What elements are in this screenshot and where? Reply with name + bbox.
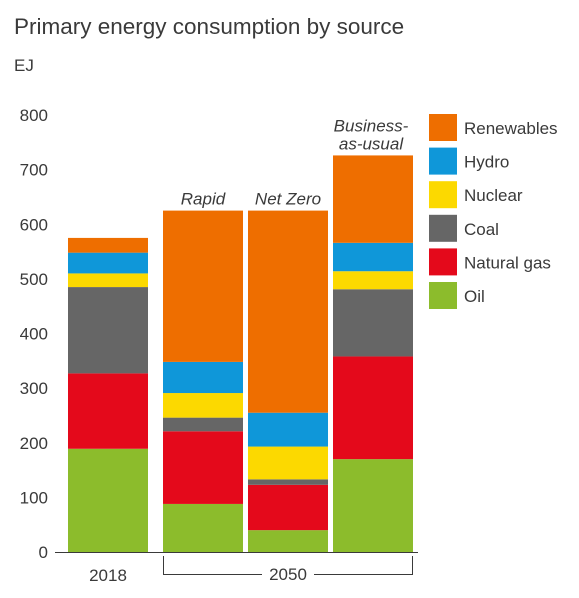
y-tick-label-0: 0 [39,543,48,562]
y-tick-label-600: 600 [20,215,48,234]
bar-rapid-renewables [163,210,243,362]
legend-swatch-renewables [429,114,457,141]
scenario-label-business-as-usual-line-1: Business- [334,116,409,135]
legend: Renewables Hydro Nuclear Coal Natural gas Oil [429,114,558,309]
y-tick-label-300: 300 [20,379,48,398]
legend-label-coal: Coal [464,220,499,239]
bar-2018-hydro [68,252,148,274]
bar-business-as-usual-oil [333,459,413,552]
bar-rapid-hydro [163,361,243,394]
y-tick-label-500: 500 [20,270,48,289]
bar-rapid-oil [163,503,243,552]
bar-net-zero-nuclear [248,446,328,480]
bar-stack-rapid [163,210,243,552]
y-axis-unit-label: EJ [14,56,34,75]
bar-business-as-usual-hydro [333,242,413,272]
bar-net-zero-renewables [248,210,328,413]
legend-item-natural-gas: Natural gas [429,248,551,276]
legend-swatch-hydro [429,147,457,175]
bar-stack-net-zero [248,210,328,552]
bar-rapid-natural-gas [163,431,243,504]
y-tick-label-400: 400 [20,325,48,344]
bar-stack-2018 [68,237,148,552]
bar-net-zero-coal [248,479,328,485]
bar-2018-nuclear [68,273,148,288]
bar-2018-coal [68,287,148,374]
legend-item-hydro: Hydro [429,147,509,175]
bar-2018-oil [68,448,148,552]
bar-business-as-usual-nuclear [333,271,413,290]
legend-swatch-coal [429,214,457,242]
bar-rapid-coal [163,417,243,432]
y-tick-label-700: 700 [20,161,48,180]
bar-business-as-usual-coal [333,289,413,357]
bar-2018-natural-gas [68,373,148,449]
legend-swatch-natural-gas [429,248,457,276]
scenario-labels: Rapid Net Zero Business-as-usual [181,116,409,208]
scenario-label-rapid: Rapid [181,190,226,209]
legend-swatch-nuclear [429,181,457,209]
scenario-label-business-as-usual-line-2: as-usual [339,134,404,153]
legend-label-renewables: Renewables [464,119,558,138]
x-axis-labels: 2018 [89,566,127,585]
bar-business-as-usual-renewables [333,155,413,243]
x-tick-label-2018: 2018 [89,566,127,585]
legend-label-oil: Oil [464,287,485,306]
bar-net-zero-hydro [248,412,328,447]
bar-rapid-nuclear [163,393,243,418]
legend-label-natural-gas: Natural gas [464,253,551,272]
y-axis-ticks: 0 100 200 300 400 500 600 700 800 [20,106,48,562]
legend-item-oil: Oil [429,282,485,309]
bars [68,155,413,552]
legend-label-hydro: Hydro [464,153,509,172]
legend-item-coal: Coal [429,214,499,242]
bar-net-zero-natural-gas [248,484,328,531]
y-tick-label-100: 100 [20,488,48,507]
legend-label-nuclear: Nuclear [464,186,523,205]
bar-net-zero-oil [248,530,328,552]
legend-item-nuclear: Nuclear [429,181,523,209]
scenario-label-net-zero: Net Zero [255,190,321,209]
bar-2018-renewables [68,237,148,253]
legend-swatch-oil [429,282,457,309]
legend-item-renewables: Renewables [429,114,558,141]
chart-title: Primary energy consumption by source [14,14,405,39]
bar-business-as-usual-natural-gas [333,356,413,460]
bar-stack-business-as-usual [333,155,413,552]
y-tick-label-800: 800 [20,106,48,125]
y-tick-label-200: 200 [20,434,48,453]
group-label-2050: 2050 [269,565,307,584]
group-bracket-2050: 2050 [163,556,413,584]
